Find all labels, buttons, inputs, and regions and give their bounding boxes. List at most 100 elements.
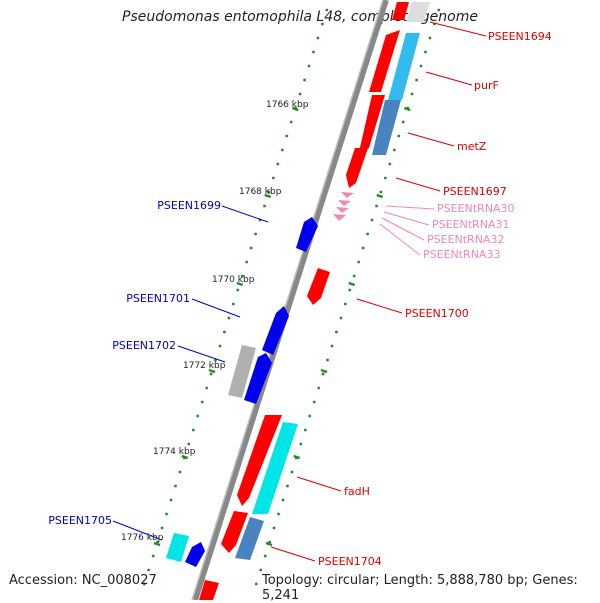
outer-scale-dot [165, 512, 168, 516]
gene-pseen1704-arrow[interactable] [221, 511, 248, 553]
leader-pseen1699 [221, 205, 269, 223]
gene-bottom-arrow[interactable] [199, 580, 219, 600]
inner-scale-dot [263, 554, 267, 558]
gene-label-pseen1700[interactable]: PSEEN1700 [405, 307, 469, 320]
inner-scale-dot [272, 526, 276, 530]
outer-scale-dot [231, 302, 235, 306]
gene-pseen1694-arrow[interactable] [392, 2, 409, 20]
gene-pseen1699-arrow[interactable] [296, 217, 318, 252]
leader-trna30 [385, 205, 435, 210]
topology-text: Topology: circular; Length: 5,888,780 bp… [262, 573, 578, 603]
gene-pseen1700-arrow[interactable] [307, 268, 330, 305]
inner-scale-dot [308, 414, 312, 418]
outer-scale-dot [205, 386, 209, 390]
inner-scale-dot [352, 274, 356, 278]
inner-scale-dot [388, 162, 392, 166]
outer-scale-dot [254, 232, 257, 236]
genome-backbone-highlight [191, 0, 384, 600]
gene-pseen1705-ring[interactable] [166, 533, 189, 562]
outer-scale-dot [289, 120, 293, 124]
gene-label-pseen1699[interactable]: PSEEN1699 [157, 199, 221, 212]
outer-scale-dot [147, 568, 151, 572]
gene-purf-ring[interactable] [388, 33, 420, 100]
inner-scale-dot [415, 78, 418, 82]
outer-scale-dot [200, 400, 204, 404]
inner-scale-dot [384, 176, 387, 180]
gene-pseen1697-arrow[interactable] [346, 148, 368, 188]
inner-scale-dot [410, 92, 414, 96]
trna-label-30[interactable]: PSEENtRNA30 [437, 202, 514, 215]
gene-fadh-ring[interactable] [252, 422, 298, 514]
gene-label-metz[interactable]: metZ [457, 140, 487, 153]
inner-scale-dot [281, 498, 285, 502]
leader-pseen1704 [270, 546, 316, 562]
trna-label-33[interactable]: PSEENtRNA33 [423, 248, 500, 261]
outer-scale-dot [151, 554, 155, 558]
outer-scale-dot [263, 204, 266, 208]
leader-pseen1694 [429, 21, 487, 37]
gene-pseen1705-arrow[interactable] [185, 542, 205, 567]
inner-scale-dot [259, 568, 263, 572]
inner-scale-dot [397, 134, 401, 138]
kbp-tick-mark [153, 541, 161, 547]
trna-33-marker[interactable] [333, 214, 346, 221]
outer-scale-dot [285, 134, 289, 138]
gene-label-pseen1705[interactable]: PSEEN1705 [48, 514, 112, 527]
trna-label-32[interactable]: PSEENtRNA32 [427, 233, 504, 246]
gene-metz-ring[interactable] [372, 100, 401, 155]
inner-scale-dot [254, 582, 258, 586]
gene-metz-arrow[interactable] [359, 95, 385, 152]
gene-pseen1702-ring[interactable] [228, 345, 256, 398]
leader-fadh [296, 476, 342, 492]
outer-scale-dot [325, 8, 329, 12]
outer-scale-dot [312, 50, 315, 54]
gene-label-purf[interactable]: purF [474, 79, 499, 92]
gene-pseen1702-arrow[interactable] [244, 353, 272, 404]
inner-scale-dot [321, 372, 325, 376]
inner-scale-dot [330, 344, 334, 348]
inner-scale-dot [277, 512, 280, 516]
inner-scale-dot [335, 330, 338, 334]
gene-label-pseen1704[interactable]: PSEEN1704 [318, 555, 382, 568]
inner-scale-dot [370, 218, 374, 222]
inner-scale-dot [379, 190, 383, 194]
leader-pseen1705 [112, 520, 163, 541]
gene-fadh-arrow[interactable] [237, 415, 282, 506]
outer-scale-dot [142, 582, 146, 586]
leader-pseen1700 [356, 298, 403, 314]
kbp-label-1770: 1770 kbp [212, 275, 255, 285]
kbp-label-1774: 1774 kbp [153, 447, 196, 457]
outer-scale-dot [240, 274, 244, 278]
gene-pseen1704-ring[interactable] [235, 517, 264, 560]
inner-scale-dot [424, 50, 427, 54]
kbp-tick-mark [264, 193, 272, 199]
inner-scale-dot [312, 400, 316, 404]
inner-scale-dot [419, 64, 423, 68]
trna-label-31[interactable]: PSEENtRNA31 [432, 218, 509, 231]
gene-label-pseen1697[interactable]: PSEEN1697 [443, 185, 507, 198]
trna-30-marker[interactable] [341, 192, 354, 198]
outer-scale-dot [209, 372, 213, 376]
gene-label-pseen1701[interactable]: PSEEN1701 [126, 292, 190, 305]
gene-label-fadh[interactable]: fadH [344, 485, 370, 498]
gene-pseen1694-ring[interactable] [406, 2, 430, 22]
accession-text: Accession: NC_008027 [9, 573, 157, 588]
leader-purf [425, 71, 473, 86]
inner-scale-dot [299, 442, 303, 446]
outer-scale-dot [236, 288, 240, 292]
kbp-label-1772: 1772 kbp [183, 361, 226, 371]
inner-scale-dot [366, 232, 369, 236]
gene-label-pseen1702[interactable]: PSEEN1702 [112, 339, 176, 352]
inner-kbp-tick-mark [403, 106, 411, 112]
inner-kbp-tick-mark [320, 368, 328, 374]
outer-scale-dot [316, 36, 320, 40]
trna-32-marker[interactable] [336, 207, 349, 213]
gene-label-pseen1694[interactable]: PSEEN1694 [488, 30, 552, 43]
gene-purf-arrow[interactable] [369, 30, 400, 92]
gene-pseen1701-arrow[interactable] [262, 306, 289, 355]
kbp-tick-mark [236, 281, 244, 287]
inner-scale-dot [339, 316, 343, 320]
inner-kbp-tick-mark [265, 541, 273, 547]
inner-scale-dot [303, 428, 307, 432]
trna-31-marker[interactable] [338, 200, 351, 206]
